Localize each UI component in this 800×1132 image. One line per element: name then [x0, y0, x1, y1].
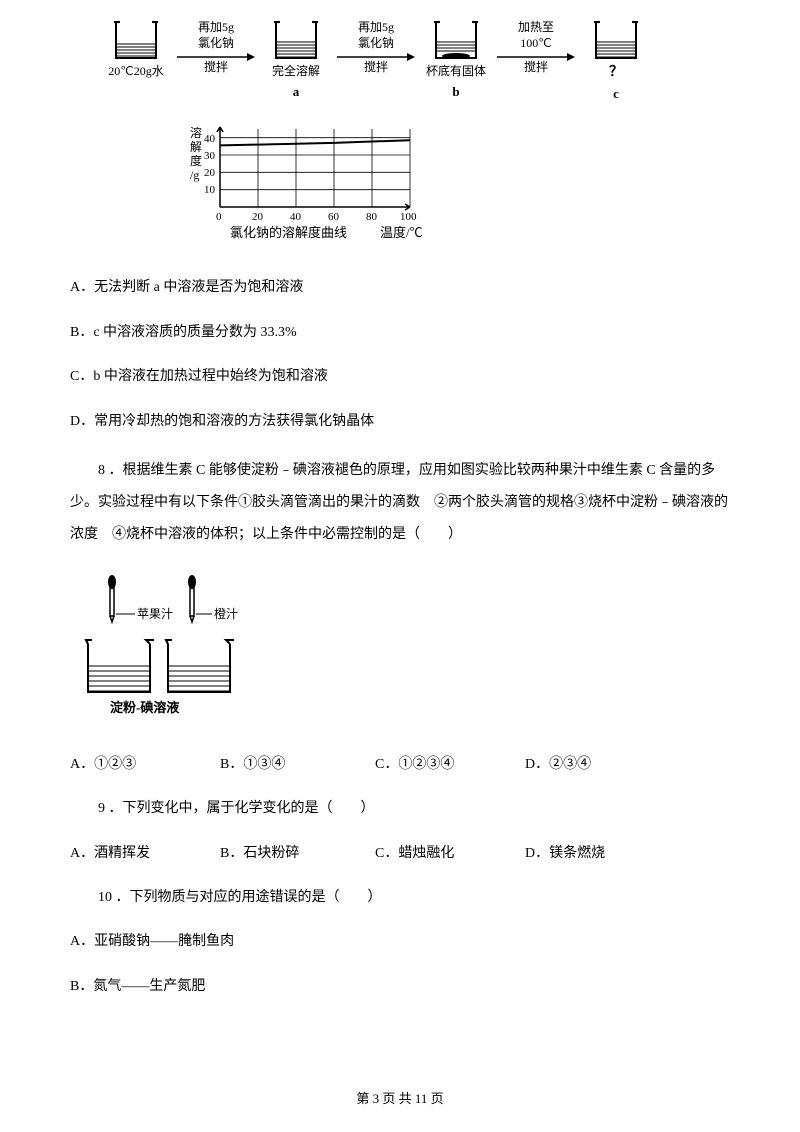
q9-option-a: A．酒精挥发 — [70, 843, 220, 865]
solubility-chart: 溶 解 度 /g — [180, 117, 730, 255]
chart-xlabel-right: 温度/℃ — [380, 225, 423, 240]
beaker-3: 杯底有固体 b — [420, 20, 492, 102]
beaker-4: ？ c — [580, 20, 652, 105]
dropper-left-icon — [108, 575, 116, 622]
svg-text:/g: /g — [190, 168, 199, 182]
q9-text: 9 ．下列变化中，属于化学变化的是（ ） — [70, 798, 730, 820]
option-c: C．b 中溶液在加热过程中始终为饱和溶液 — [70, 366, 730, 388]
beaker-2: 完全溶解 a — [260, 20, 332, 102]
beaker-2-caption: 完全溶解 — [272, 64, 320, 80]
q9-option-c: C．蜡烛融化 — [375, 843, 525, 865]
option-b: B．c 中溶液溶质的质量分数为 33.3% — [70, 322, 730, 344]
step-1-top: 再加5g 氯化钠 — [198, 20, 234, 51]
q7-options: A．无法判断 a 中溶液是否为饱和溶液 B．c 中溶液溶质的质量分数为 33.3… — [70, 277, 730, 433]
beaker-3-sub: b — [452, 82, 459, 103]
q8-option-d: D．②③④ — [525, 754, 591, 776]
svg-text:40: 40 — [290, 211, 302, 223]
svg-text:20: 20 — [204, 167, 216, 179]
beaker-icon — [432, 20, 480, 62]
step-3-bottom: 搅拌 — [524, 60, 548, 74]
step-2-top: 再加5g 氯化钠 — [358, 20, 394, 51]
beaker-icon — [592, 20, 640, 62]
step-arrow-2: 再加5g 氯化钠 搅拌 — [333, 20, 419, 75]
step-arrow-3: 加热至 100℃ 搅拌 — [493, 20, 579, 75]
svg-text:80: 80 — [366, 211, 378, 223]
svg-text:40: 40 — [204, 133, 216, 145]
svg-text:解: 解 — [190, 140, 202, 154]
q9-options: A．酒精挥发 B．石块粉碎 C．蜡烛融化 D．镁条燃烧 — [70, 843, 730, 865]
q10-options: A．亚硝酸钠——腌制鱼肉 B．氮气——生产氮肥 — [70, 931, 730, 998]
beaker-4-sub: c — [613, 84, 619, 105]
beaker-4-caption: ？ — [609, 64, 623, 82]
q9-option-b: B．石块粉碎 — [220, 843, 375, 865]
beaker-1-caption: 20℃20g水 — [108, 64, 163, 80]
beaker-right-icon — [166, 640, 234, 692]
q8-option-a: A．①②③ — [70, 754, 220, 776]
q8-text: 8 ．根据维生素 C 能够使淀粉﹣碘溶液褪色的原理，应用如图实验比较两种果汁中维… — [70, 455, 730, 552]
q8-options: A．①②③ B．①③④ C．①②③④ D．②③④ — [70, 754, 730, 776]
page-footer: 第 3 页 共 11 页 — [0, 1089, 800, 1110]
q9-option-d: D．镁条燃烧 — [525, 843, 605, 865]
step-2-bottom: 搅拌 — [364, 60, 388, 74]
svg-text:10: 10 — [204, 184, 216, 196]
step-arrow-1: 再加5g 氯化钠 搅拌 — [173, 20, 259, 75]
juice-right-label: 橙汁 — [214, 606, 238, 621]
q8-option-c: C．①②③④ — [375, 754, 525, 776]
beaker-icon — [112, 20, 160, 62]
svg-text:20: 20 — [252, 211, 264, 223]
dropper-right-icon — [188, 575, 196, 622]
q10-option-a: A．亚硝酸钠——腌制鱼肉 — [70, 931, 730, 953]
q10-option-b: B．氮气——生产氮肥 — [70, 976, 730, 998]
option-d: D．常用冷却热的饱和溶液的方法获得氯化钠晶体 — [70, 411, 730, 433]
juice-left-label: 苹果汁 — [137, 607, 173, 621]
juice-bottom-label: 淀粉-碘溶液 — [110, 700, 179, 715]
svg-text:30: 30 — [204, 150, 216, 162]
chart-xlabel-left: 氯化钠的溶解度曲线 — [230, 225, 347, 240]
svg-text:60: 60 — [328, 211, 340, 223]
step-1-bottom: 搅拌 — [204, 60, 228, 74]
beaker-left-icon — [86, 640, 154, 692]
step-3-top: 加热至 100℃ — [518, 20, 554, 51]
svg-text:0: 0 — [216, 211, 222, 223]
option-a: A．无法判断 a 中溶液是否为饱和溶液 — [70, 277, 730, 299]
q8-option-b: B．①③④ — [220, 754, 375, 776]
q10-text: 10 ．下列物质与对应的用途错误的是（ ） — [70, 887, 730, 909]
beaker-3-caption: 杯底有固体 — [426, 64, 486, 80]
svg-text:100: 100 — [400, 211, 417, 223]
experiment-diagram: 20℃20g水 再加5g 氯化钠 搅拌 完全溶解 a 再加5g 氯化钠 — [100, 20, 730, 255]
beaker-1: 20℃20g水 — [100, 20, 172, 80]
beaker-2-sub: a — [293, 82, 300, 103]
svg-text:溶: 溶 — [190, 125, 202, 140]
beaker-icon — [272, 20, 320, 62]
svg-text:度: 度 — [190, 153, 202, 168]
juice-diagram: 苹果汁 橙汁 淀粉-碘溶液 — [80, 574, 730, 732]
